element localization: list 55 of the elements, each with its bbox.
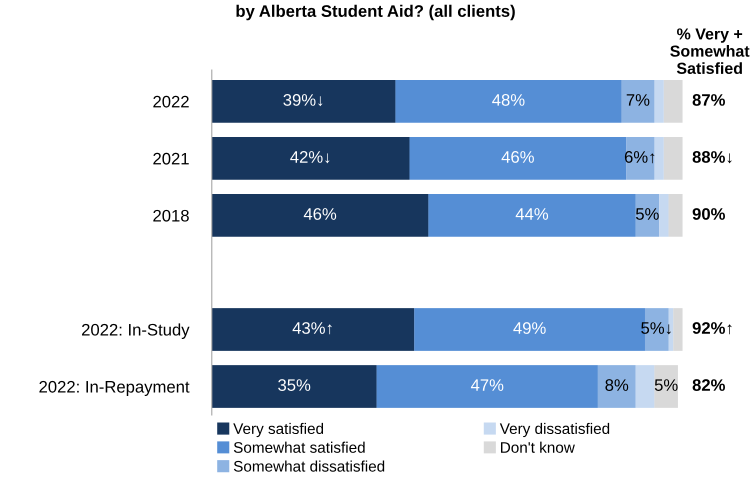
bar xyxy=(673,308,683,351)
bar xyxy=(654,137,664,180)
data-label: 6%↑ xyxy=(624,151,654,164)
y-tick-label: 2022: In-Repayment xyxy=(39,380,190,396)
data-label: 5% xyxy=(654,379,678,391)
bar xyxy=(598,365,636,408)
text: 82% xyxy=(692,379,725,391)
data-label: 35% xyxy=(278,379,310,391)
data-label: 8% xyxy=(605,379,628,391)
y-tick-label: 2022 xyxy=(153,96,189,108)
data-label: 48% xyxy=(492,94,525,106)
data-label: 43%↑ xyxy=(292,322,332,334)
bar xyxy=(428,194,636,237)
data-label: 5%↓ xyxy=(641,322,671,334)
bar xyxy=(668,194,683,237)
bar xyxy=(626,137,654,180)
bar xyxy=(654,365,678,408)
bar xyxy=(212,80,396,123)
annotation: % Very + Somewhat Satisfied xyxy=(670,28,750,74)
legend-label: Very satisfied xyxy=(233,422,324,438)
bar xyxy=(410,137,626,180)
data-label: 46% xyxy=(304,208,336,220)
bar xyxy=(659,194,669,237)
bar xyxy=(664,80,683,123)
legend-label: Very dissatisfied xyxy=(500,422,610,438)
text: 92%↑ xyxy=(692,322,732,334)
bar xyxy=(212,308,414,351)
legend-label: Don't know xyxy=(501,442,575,453)
data-label: 5% xyxy=(636,208,659,220)
bar xyxy=(636,365,654,408)
y-tick-label: 2021 xyxy=(153,152,189,165)
data-label: 44% xyxy=(516,208,548,220)
bar xyxy=(376,365,598,408)
data-label: 7% xyxy=(626,94,650,106)
data-label: 46% xyxy=(502,151,534,163)
text: 87% xyxy=(692,94,725,106)
bar xyxy=(212,137,410,180)
bar xyxy=(654,80,664,123)
bar xyxy=(212,365,377,408)
text: 90% xyxy=(692,208,725,220)
y-tick-label: 2022: In-Study xyxy=(82,323,190,339)
bar xyxy=(621,80,654,123)
data-label: 49% xyxy=(513,322,546,334)
bar xyxy=(212,194,428,237)
bar xyxy=(636,194,660,237)
data-label: 42%↓ xyxy=(290,151,330,164)
bar xyxy=(664,137,683,180)
legend-label: Somewhat dissatisfied xyxy=(234,460,384,472)
text: 88%↓ xyxy=(692,151,732,164)
legend-label: Somewhat satisfied xyxy=(234,442,365,453)
y-tick-label: 2018 xyxy=(153,210,189,222)
chart-title: by Alberta Student Aid? (all clients) xyxy=(236,4,515,20)
bar xyxy=(395,80,622,123)
data-label: 47% xyxy=(470,379,504,391)
data-label: 39%↓ xyxy=(283,94,322,106)
